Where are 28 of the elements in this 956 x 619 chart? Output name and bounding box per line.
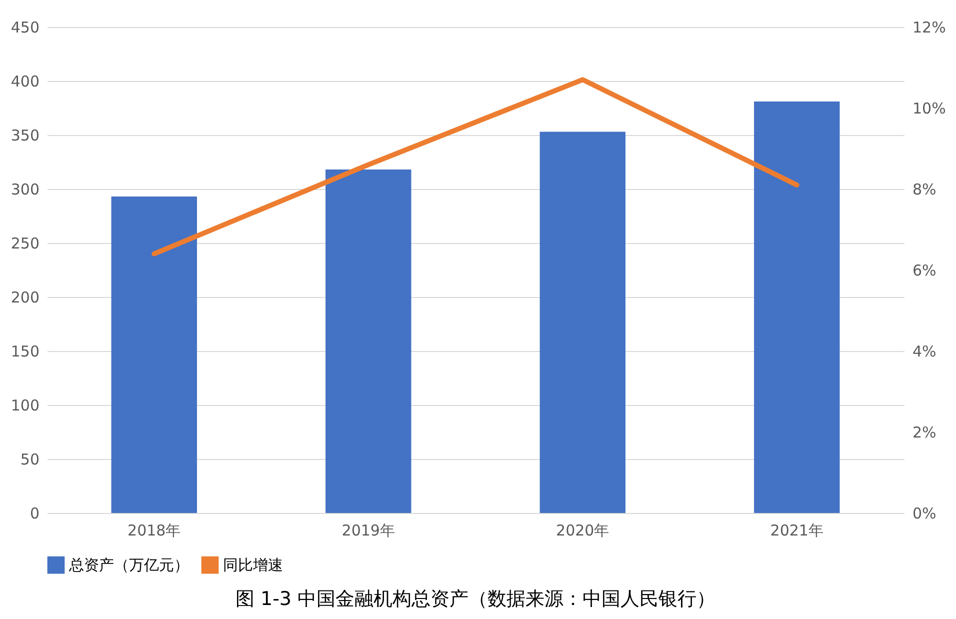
- y2-tick-label: 10%: [912, 100, 946, 118]
- y-tick-label: 200: [10, 288, 40, 306]
- y-tick-label: 50: [20, 450, 40, 468]
- x-tick-label: 2019年: [342, 522, 395, 540]
- y-tick-label: 300: [10, 180, 40, 198]
- legend-label: 总资产（万亿元）: [68, 556, 189, 574]
- y-tick-label: 450: [10, 18, 40, 36]
- y2-tick-label: 12%: [912, 18, 946, 36]
- y-tick-label: 100: [10, 396, 40, 414]
- y-tick-label: 0: [30, 504, 40, 522]
- y2-tick-label: 4%: [912, 342, 936, 360]
- y2-tick-label: 8%: [912, 180, 936, 198]
- legend-label: 同比增速: [223, 556, 283, 574]
- y-tick-label: 400: [10, 72, 40, 90]
- bar: [540, 132, 626, 513]
- y2-tick-label: 2%: [912, 424, 936, 442]
- y2-tick-label: 6%: [912, 262, 936, 280]
- x-tick-label: 2020年: [556, 522, 610, 540]
- y-tick-label: 150: [10, 342, 40, 360]
- y2-tick-label: 0%: [912, 504, 936, 522]
- bar: [754, 102, 840, 513]
- bar: [326, 170, 412, 513]
- x-tick-label: 2021年: [770, 522, 824, 540]
- x-tick-label: 2018年: [128, 522, 181, 540]
- caption: 图 1-3 中国金融机构总资产（数据来源：中国人民银行）: [235, 588, 716, 610]
- y-tick-label: 350: [10, 126, 40, 144]
- y-tick-label: 250: [10, 234, 40, 252]
- bar: [111, 196, 197, 513]
